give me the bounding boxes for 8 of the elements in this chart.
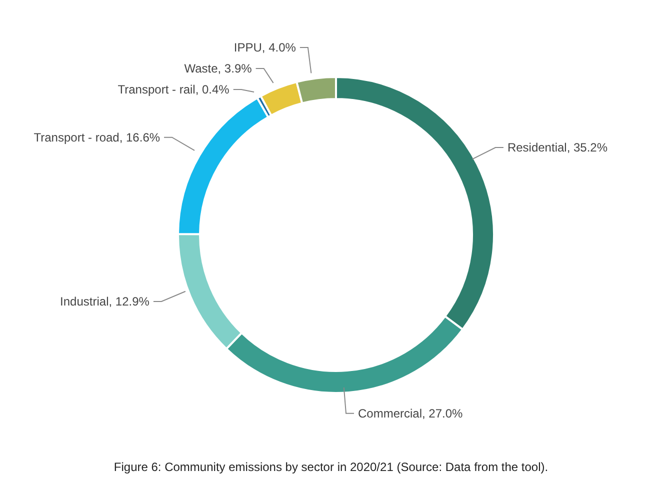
- slice-label: Waste, 3.9%: [184, 61, 252, 76]
- slice-label: Commercial, 27.0%: [358, 406, 464, 420]
- slice-label: Transport - rail, 0.4%: [118, 82, 230, 96]
- slice-label: Transport - road, 16.6%: [34, 130, 160, 144]
- caption: Figure 6: Community emissions by sector in 2020/21 (Source: Data from the tool).: [112, 460, 550, 474]
- slice-label: IPPU, 4.0%: [234, 40, 296, 54]
- slice-label: Residential, 35.2%: [507, 140, 608, 154]
- slice-label: Industrial, 12.9%: [60, 294, 150, 308]
